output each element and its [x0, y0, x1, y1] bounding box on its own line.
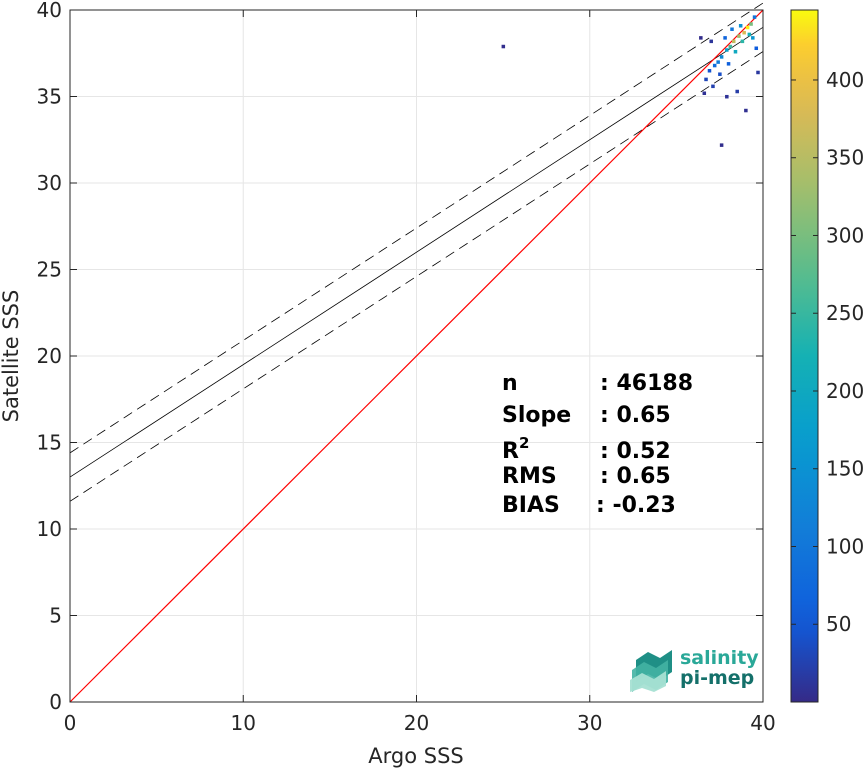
colorbar-tick-label: 350: [826, 146, 864, 170]
stat-label-superscript: 2: [519, 434, 529, 452]
density-cell: [737, 34, 741, 38]
colorbar-tick-label: 300: [826, 223, 864, 247]
density-cell: [702, 91, 707, 95]
density-cell: [749, 22, 753, 26]
y-tick-label: 10: [37, 517, 62, 541]
colorbar-tick-label: 150: [826, 457, 864, 481]
density-cell: [738, 24, 743, 28]
density-cell: [726, 62, 731, 66]
axis-ticks: 0 10 20 30 40 0 5 10 15 20 25 30 35 40: [37, 0, 776, 735]
y-tick-label: 5: [49, 604, 62, 628]
density-cell: [718, 72, 722, 76]
density-cell: [709, 39, 713, 44]
density-cell: [725, 94, 729, 99]
density-cell: [751, 36, 755, 40]
stat-value: : -0.23: [596, 493, 676, 518]
colorbar-tick-label: 250: [826, 301, 864, 325]
stat-value: : 46188: [600, 371, 693, 396]
density-cell: [728, 44, 733, 49]
density-cell: [725, 48, 729, 52]
density-cell: [745, 25, 750, 30]
density-cells: [501, 15, 760, 147]
density-cell: [719, 143, 724, 147]
y-axis-label: Satellite SSS: [0, 290, 23, 423]
density-cell: [719, 55, 724, 59]
x-tick-label: 20: [404, 711, 429, 735]
stat-label: BIAS: [502, 493, 560, 518]
colorbar-tick-label: 200: [826, 379, 864, 403]
density-cell: [711, 84, 715, 89]
density-cell: [742, 30, 746, 35]
density-cell: [733, 49, 738, 54]
colorbar-tick-label: 100: [826, 534, 864, 558]
density-cell: [756, 70, 760, 75]
density-cell: [754, 46, 759, 51]
density-cell: [712, 63, 717, 68]
x-tick-label: 40: [750, 711, 775, 735]
logo-line-2: pi-mep: [680, 667, 754, 689]
density-cell: [752, 15, 757, 19]
y-tick-label: 35: [37, 85, 62, 109]
colorbar: [790, 9, 819, 703]
density-cell: [723, 36, 727, 40]
density-cell: [731, 39, 736, 44]
density-cell: [704, 77, 708, 82]
y-tick-label: 25: [37, 258, 62, 282]
density-cell: [735, 89, 739, 94]
upper-bound-line: [69, 2, 764, 454]
regression-line: [69, 26, 764, 478]
y-tick-label: 30: [37, 171, 62, 195]
identity-line: [69, 9, 764, 703]
x-tick-label: 0: [64, 711, 77, 735]
colorbar-ticks: 50 100 150 200 250 300 350 400: [791, 68, 864, 636]
x-axis-label: Argo SSS: [368, 744, 463, 768]
y-tick-label: 20: [37, 344, 62, 368]
wave-logo-icon: [630, 650, 672, 692]
density-cell: [707, 68, 712, 73]
stat-label: n: [502, 371, 518, 396]
density-cell: [501, 44, 506, 49]
stat-value: : 0.65: [600, 464, 671, 489]
colorbar-tick-label: 400: [826, 68, 864, 92]
salinity-pi-mep-logo: salinity pi-mep: [630, 647, 759, 692]
x-tick-label: 10: [231, 711, 256, 735]
stat-label: RMS: [502, 464, 557, 489]
logo-line-1: salinity: [680, 647, 759, 669]
density-cell: [747, 32, 752, 37]
density-cell: [716, 60, 720, 64]
stat-label: Slope: [502, 403, 571, 428]
x-tick-label: 30: [577, 711, 602, 735]
density-cell: [744, 108, 748, 113]
y-tick-label: 40: [37, 0, 62, 22]
reference-lines: [69, 2, 764, 703]
density-cell: [699, 36, 703, 40]
density-cell: [730, 27, 734, 31]
stat-value: : 0.65: [600, 403, 671, 428]
y-tick-label: 0: [49, 690, 62, 714]
density-cell: [740, 39, 745, 44]
colorbar-tick-label: 50: [826, 612, 851, 636]
y-tick-label: 15: [37, 431, 62, 455]
stat-value: : 0.52: [600, 439, 671, 464]
lower-bound-line: [69, 51, 764, 502]
